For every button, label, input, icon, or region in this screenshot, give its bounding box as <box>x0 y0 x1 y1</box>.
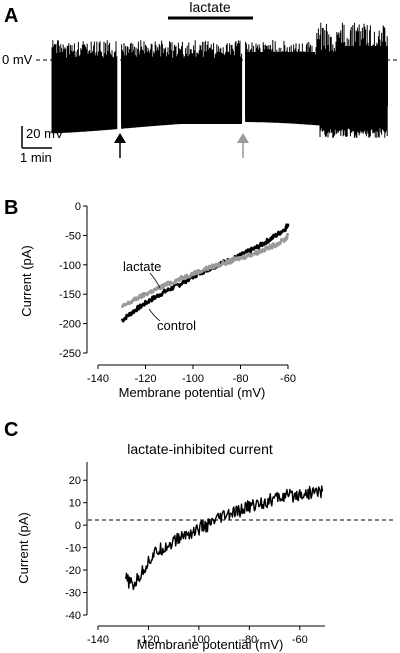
panel-a-letter: A <box>4 5 18 27</box>
axis-b-x-ticks: -140 -120 -100 -80 -60 <box>87 365 296 385</box>
annotation-lactate-pointer <box>149 272 161 289</box>
y-tick-label: -200 <box>59 319 81 331</box>
y-tick-label: -150 <box>59 289 81 301</box>
trace-body-3 <box>245 52 315 118</box>
panel-b: B 0 -50 -100 -150 -200 -250 -140 -120 -100 -80 -6… <box>4 197 296 400</box>
x-tick-label: -100 <box>188 634 210 646</box>
membrane-voltage-trace <box>51 22 388 138</box>
y-tick-label: -40 <box>65 610 81 622</box>
x-tick-label: -120 <box>134 373 156 385</box>
x-tick-label: -140 <box>87 373 109 385</box>
y-tick-label: -10 <box>65 543 81 555</box>
x-tick-label: -120 <box>137 634 159 646</box>
panel-b-letter: B <box>4 197 18 219</box>
x-tick-label: -80 <box>241 634 257 646</box>
y-tick-label: 10 <box>69 498 81 510</box>
panel-c-letter: C <box>4 419 18 441</box>
axis-b-ylabel: Current (pA) <box>19 245 34 317</box>
scale-bar-voltage-label: 20 mV <box>26 126 64 141</box>
x-tick-label: -60 <box>292 634 308 646</box>
trace-body-1 <box>52 58 117 126</box>
scale-bar-time-label: 1 min <box>20 150 52 165</box>
axis-c-y-ticks: 20 10 0 -10 -20 -30 -40 <box>65 475 87 622</box>
arrow-lactate-icon <box>237 133 249 158</box>
axis-c-ylabel: Current (pA) <box>16 512 31 584</box>
lactate-bar-label: lactate <box>189 0 230 15</box>
y-tick-label: -50 <box>65 230 81 242</box>
annotation-control: control <box>157 318 196 333</box>
series-line-b-1 <box>120 232 290 309</box>
x-tick-label: -60 <box>280 373 296 385</box>
y-tick-label: 0 <box>75 520 81 532</box>
panel-a: A lactate 0 mV 20 mV 1 min <box>2 0 398 165</box>
axis-b-y-ticks: 0 -50 -100 -150 -200 -250 <box>59 201 87 360</box>
chart-c-series <box>125 485 324 591</box>
trace-body-4 <box>340 46 388 106</box>
chart-b-series <box>120 223 290 323</box>
trace-body-2 <box>121 58 242 124</box>
annotation-lactate: lactate <box>123 259 161 274</box>
x-tick-label: -80 <box>233 373 249 385</box>
y-tick-label: 0 <box>75 201 81 213</box>
axis-b-xlabel: Membrane potential (mV) <box>119 385 266 400</box>
zero-mv-label: 0 mV <box>2 52 33 67</box>
series-line-c-0 <box>125 485 324 591</box>
arrow-control-icon <box>114 133 126 158</box>
panel-c: C lactate-inhibited current 20 10 0 -10 -20 -… <box>4 419 396 652</box>
chart-c-title: lactate-inhibited current <box>127 441 273 457</box>
annotation-control-pointer <box>148 308 161 322</box>
x-tick-label: -100 <box>182 373 204 385</box>
x-tick-label: -140 <box>87 634 109 646</box>
axis-c-x-ticks: -140 -120 -100 -80 -60 <box>87 626 308 646</box>
y-tick-label: -20 <box>65 565 81 577</box>
axis-c-xlabel: Membrane potential (mV) <box>137 637 284 652</box>
y-tick-label: 20 <box>69 475 81 487</box>
y-tick-label: -30 <box>65 588 81 600</box>
y-tick-label: -100 <box>59 260 81 272</box>
y-tick-label: -250 <box>59 348 81 360</box>
